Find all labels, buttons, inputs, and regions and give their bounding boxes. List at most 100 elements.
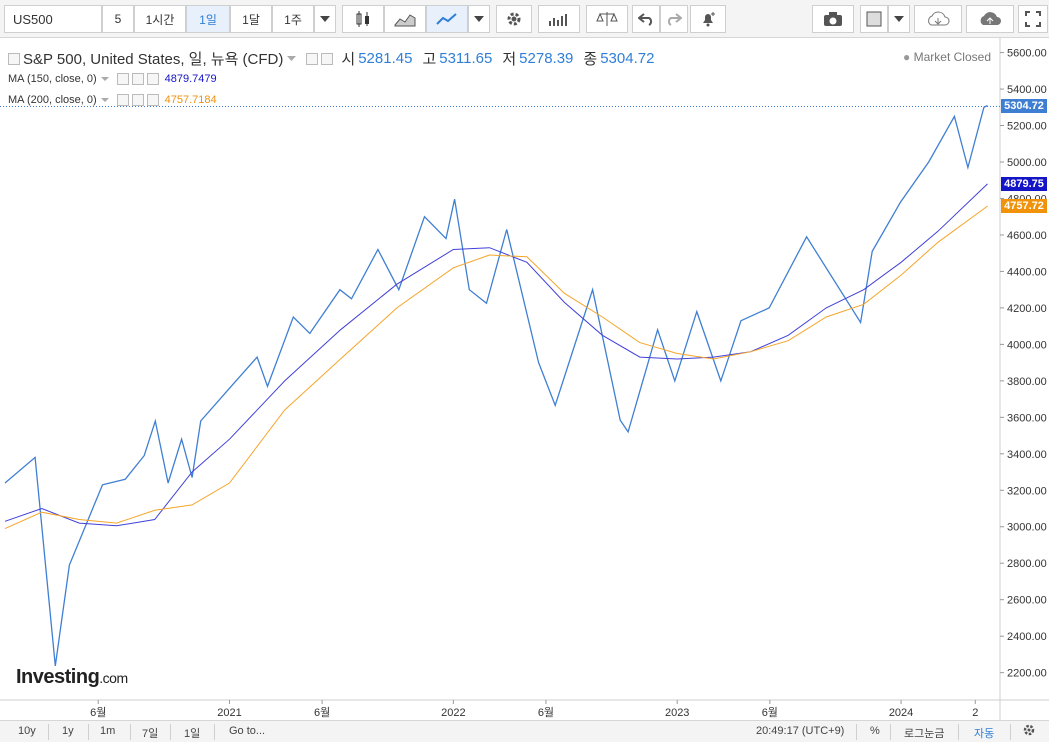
load-chart-button[interactable]: [914, 5, 962, 33]
ma150-label: MA (150, close, 0): [8, 73, 97, 85]
open-label: 시: [341, 51, 356, 68]
chart-area[interactable]: 2200.00 2400.00 2600.00 2800.00 3000.00 3200.…: [0, 38, 1049, 720]
range-1y[interactable]: 1y: [62, 725, 74, 737]
market-status-label: Market Closed: [913, 50, 991, 64]
series-lines: [4, 104, 988, 666]
ma200-value: 4757.7184: [164, 94, 217, 106]
low-label: 저: [502, 51, 517, 68]
divider: [1010, 724, 1011, 740]
line-chart-button[interactable]: [426, 5, 468, 33]
interval-1day[interactable]: 1일: [186, 5, 230, 33]
chevron-down-icon[interactable]: [100, 77, 109, 81]
divider: [170, 724, 171, 740]
chart-toolbar: US500 5 1시간 1일 1달 1주: [0, 0, 1049, 38]
market-status: ● Market Closed: [903, 50, 991, 64]
chevron-down-icon[interactable]: [287, 56, 297, 61]
range-10y[interactable]: 10y: [18, 725, 36, 737]
x-tick-label: 2: [972, 707, 978, 719]
ma200-series-line: [4, 205, 988, 530]
close-label: 종: [583, 51, 598, 68]
gear-icon[interactable]: [321, 52, 334, 65]
ma200-price-label: 4757.72: [1001, 199, 1047, 214]
low-value: 5278.39: [519, 50, 574, 67]
layout-button[interactable]: [860, 5, 888, 33]
layout-dropdown[interactable]: [888, 5, 910, 33]
compare-button[interactable]: [586, 5, 628, 33]
area-chart-icon: [394, 14, 416, 27]
y-tick-label: 3600.00: [1007, 412, 1047, 424]
indicators-icon: [549, 14, 567, 26]
candlestick-icon: [356, 11, 369, 27]
chart-settings-button[interactable]: [1022, 723, 1036, 740]
line-chart-icon: [436, 13, 457, 25]
price-chart[interactable]: 2200.00 2400.00 2600.00 2800.00 3000.00 3200.…: [0, 38, 1049, 720]
time-axis[interactable]: 6월 2021 6월 2022 6월 2023 6월 2024 2: [90, 700, 978, 719]
alert-button[interactable]: [690, 5, 726, 33]
chevron-down-icon[interactable]: [100, 98, 109, 102]
eye-icon[interactable]: [116, 94, 129, 106]
x-tick-label: 6월: [90, 706, 106, 719]
y-tick-label: 5200.00: [1007, 121, 1047, 133]
log-scale-toggle[interactable]: 로그눈금: [904, 728, 945, 740]
goto-button[interactable]: Go to...: [229, 725, 266, 737]
high-value: 5311.65: [439, 50, 493, 67]
y-tick-label: 4400.00: [1007, 266, 1047, 278]
percent-toggle[interactable]: %: [870, 725, 880, 737]
cloud-download-icon: [928, 11, 950, 26]
y-tick-label: 3400.00: [1007, 449, 1047, 461]
price-axis[interactable]: 2200.00 2400.00 2600.00 2800.00 3000.00 3200.…: [1000, 48, 1047, 680]
ma200-label: MA (200, close, 0): [8, 94, 97, 106]
y-tick-label: 5000.00: [1007, 157, 1047, 169]
scale-icon: [596, 12, 618, 26]
x-tick-label: 2024: [889, 707, 913, 719]
y-tick-label: 3200.00: [1007, 485, 1047, 497]
ma150-series-line: [4, 183, 988, 527]
gear-icon: [1023, 724, 1035, 736]
y-tick-label: 2400.00: [1007, 631, 1047, 643]
undo-button[interactable]: [632, 5, 660, 33]
range-7d[interactable]: 7일: [142, 728, 159, 740]
y-tick-label: 4200.00: [1007, 303, 1047, 315]
x-tick-label: 6월: [538, 706, 554, 719]
symbol-input[interactable]: US500: [4, 5, 102, 33]
interval-5[interactable]: 5: [102, 5, 134, 33]
gear-icon[interactable]: [131, 73, 144, 85]
interval-1hour[interactable]: 1시간: [134, 5, 186, 33]
y-tick-label: 4000.00: [1007, 339, 1047, 351]
interval-1week[interactable]: 1주: [272, 5, 314, 33]
clock: 20:49:17 (UTC+9): [756, 725, 845, 737]
interval-dropdown-button[interactable]: [314, 5, 336, 33]
collapse-legend-icon[interactable]: [8, 52, 20, 65]
save-chart-button[interactable]: [966, 5, 1014, 33]
candle-chart-button[interactable]: [342, 5, 384, 33]
ma200-legend: MA (200, close, 0) 4757.7184: [8, 94, 217, 106]
x-tick-label: 6월: [314, 706, 330, 719]
y-tick-label: 5400.00: [1007, 84, 1047, 96]
redo-button[interactable]: [660, 5, 688, 33]
range-1m[interactable]: 1m: [100, 725, 116, 737]
close-icon[interactable]: [146, 73, 159, 85]
eye-icon[interactable]: [116, 73, 129, 85]
investing-logo: Investing.com: [16, 666, 128, 688]
gear-icon[interactable]: [131, 94, 144, 106]
screenshot-button[interactable]: [812, 5, 854, 33]
cloud-upload-icon: [980, 12, 1001, 25]
interval-1month[interactable]: 1달: [230, 5, 272, 33]
range-1d[interactable]: 1일: [184, 728, 201, 740]
auto-scale-toggle[interactable]: 자동: [974, 728, 995, 740]
divider: [48, 724, 49, 740]
eye-icon[interactable]: [306, 52, 319, 65]
fullscreen-button[interactable]: [1018, 5, 1048, 33]
chart-type-dropdown[interactable]: [468, 5, 490, 33]
y-tick-label: 4600.00: [1007, 230, 1047, 242]
y-tick-label: 2600.00: [1007, 595, 1047, 607]
indicators-button[interactable]: [538, 5, 580, 33]
divider: [130, 724, 131, 740]
settings-button[interactable]: [496, 5, 532, 33]
y-tick-label: 2800.00: [1007, 558, 1047, 570]
x-tick-label: 2023: [665, 707, 689, 719]
area-chart-button[interactable]: [384, 5, 426, 33]
x-tick-label: 6월: [762, 706, 778, 719]
close-icon[interactable]: [146, 94, 159, 106]
last-price-label: 5304.72: [1001, 99, 1047, 114]
